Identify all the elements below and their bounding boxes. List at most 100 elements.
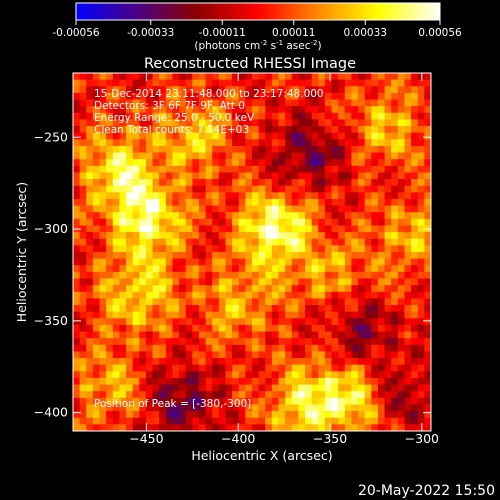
- heatmap-cell: [265, 424, 273, 432]
- heatmap-cell: [298, 305, 306, 312]
- heatmap-cell: [258, 192, 266, 200]
- heatmap-cell: [106, 232, 114, 240]
- heatmap-cell: [179, 218, 186, 226]
- heatmap-cell: [411, 165, 419, 173]
- heatmap-cell: [99, 298, 107, 306]
- heatmap-cell: [212, 185, 220, 193]
- heatmap-cell: [79, 92, 87, 100]
- heatmap-cell: [192, 205, 200, 213]
- heatmap-cell: [338, 145, 346, 153]
- heatmap-cell: [179, 391, 186, 399]
- heatmap-cell: [285, 79, 293, 87]
- heatmap-cell: [397, 179, 405, 186]
- heatmap-cell: [358, 305, 365, 312]
- heatmap-cell: [225, 265, 233, 273]
- heatmap-cell: [185, 212, 193, 220]
- heatmap-cell: [417, 331, 425, 339]
- heatmap-cell: [318, 218, 326, 226]
- heatmap-cell: [358, 424, 365, 432]
- heatmap-cell: [351, 258, 359, 266]
- heatmap-cell: [212, 285, 220, 293]
- heatmap-cell: [198, 119, 206, 127]
- heatmap-cell: [119, 119, 127, 127]
- heatmap-cell: [371, 73, 379, 80]
- heatmap-cell: [139, 344, 147, 352]
- heatmap-cell: [318, 112, 326, 120]
- heatmap-cell: [252, 384, 259, 392]
- heatmap-cell: [92, 86, 100, 94]
- heatmap-cell: [305, 258, 312, 266]
- heatmap-cell: [358, 145, 365, 153]
- heatmap-cell: [424, 145, 432, 153]
- heatmap-cell: [179, 165, 186, 173]
- heatmap-cell: [79, 119, 87, 127]
- heatmap-cell: [152, 139, 160, 147]
- heatmap-cell: [271, 411, 279, 419]
- heatmap-cell: [305, 218, 312, 226]
- heatmap-cell: [391, 351, 399, 359]
- heatmap-cell: [417, 404, 425, 412]
- heatmap-cell: [364, 411, 372, 419]
- heatmap-cell: [232, 152, 240, 160]
- heatmap-cell: [79, 391, 87, 399]
- heatmap-cell: [324, 258, 332, 266]
- heatmap-cell: [285, 99, 293, 107]
- heatmap-cell: [397, 305, 405, 312]
- heatmap-cell: [411, 411, 419, 419]
- heatmap-cell: [225, 305, 233, 312]
- heatmap-cell: [371, 411, 379, 419]
- heatmap-cell: [198, 198, 206, 206]
- heatmap-cell: [159, 73, 167, 80]
- heatmap-cell: [397, 331, 405, 339]
- heatmap-cell: [371, 245, 379, 253]
- heatmap-cell: [232, 139, 240, 147]
- heatmap-cell: [225, 152, 233, 160]
- heatmap-cell: [139, 397, 147, 405]
- heatmap-cell: [364, 172, 372, 180]
- heatmap-cell: [218, 165, 226, 173]
- heatmap-cell: [391, 112, 399, 120]
- heatmap-cell: [424, 258, 432, 266]
- heatmap-cell: [119, 99, 127, 107]
- heatmap-cell: [397, 198, 405, 206]
- heatmap-cell: [185, 271, 193, 279]
- heatmap-cell: [79, 271, 87, 279]
- heatmap-cell: [192, 318, 200, 326]
- heatmap-cell: [404, 106, 412, 114]
- heatmap-cell: [99, 232, 107, 240]
- heatmap-cell: [377, 305, 385, 312]
- heatmap-cell: [218, 86, 226, 94]
- heatmap-cell: [291, 73, 299, 80]
- heatmap-cell: [179, 198, 186, 206]
- heatmap-cell: [179, 126, 186, 133]
- heatmap-cell: [404, 225, 412, 233]
- heatmap-cell: [391, 152, 399, 160]
- heatmap-cell: [119, 159, 127, 167]
- heatmap-cell: [139, 159, 147, 167]
- heatmap-cell: [417, 92, 425, 100]
- heatmap-cell: [291, 397, 299, 405]
- heatmap-cell: [331, 119, 339, 127]
- heatmap-cell: [278, 238, 286, 246]
- heatmap-cell: [384, 99, 392, 107]
- heatmap-cell: [92, 165, 100, 173]
- heatmap-cell: [245, 119, 253, 127]
- heatmap-cell: [417, 278, 425, 286]
- heatmap-cell: [198, 225, 206, 233]
- heatmap-cell: [364, 112, 372, 120]
- heatmap-cell: [198, 364, 206, 372]
- heatmap-cell: [79, 331, 87, 339]
- heatmap-cell: [278, 298, 286, 306]
- heatmap-cell: [271, 185, 279, 193]
- heatmap-cell: [252, 218, 259, 226]
- heatmap-cell: [192, 324, 200, 332]
- heatmap-cell: [92, 358, 100, 365]
- heatmap-cell: [126, 404, 133, 412]
- heatmap-cell: [99, 338, 107, 346]
- heatmap-cell: [404, 344, 412, 352]
- heatmap-cell: [126, 212, 133, 220]
- heatmap-cell: [397, 218, 405, 226]
- heatmap-cell: [271, 371, 279, 379]
- heatmap-cell: [165, 79, 173, 87]
- heatmap-cell: [172, 232, 180, 240]
